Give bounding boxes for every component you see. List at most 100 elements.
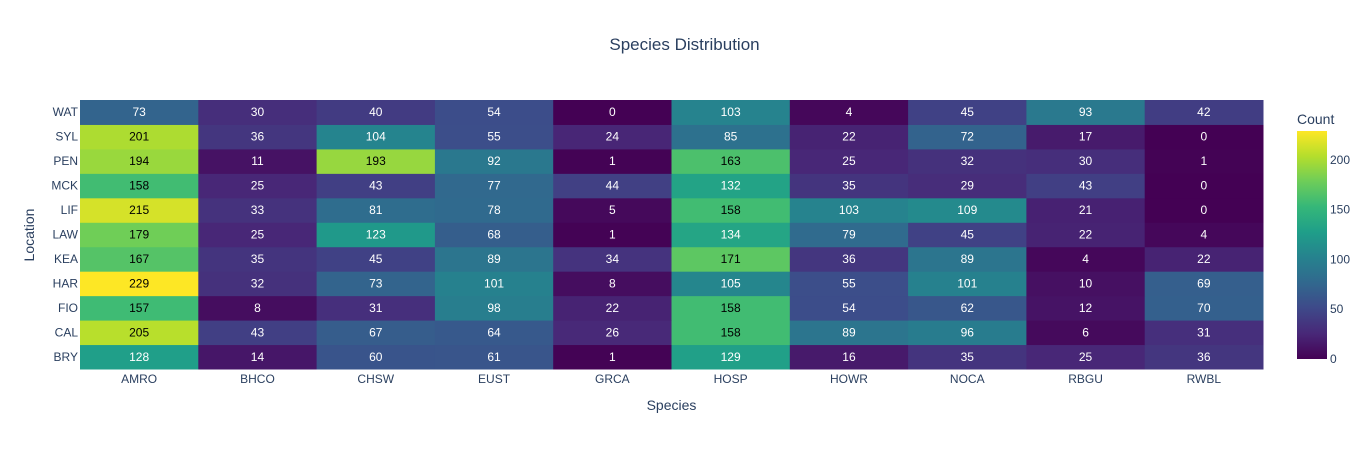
cell-value-label: 179 [129,228,149,242]
colorbar-tick-label: 0 [1330,352,1337,366]
colorbar-tick-label: 150 [1330,203,1350,217]
x-tick-label: RWBL [1187,372,1222,386]
heatmap-cell [80,124,199,150]
cell-value-label: 11 [251,154,264,168]
cell-value-label: 105 [721,276,741,290]
heatmap-cell [908,100,1027,125]
heatmap-cell [908,197,1027,223]
heatmap-cell [553,124,672,150]
cell-value-label: 35 [251,252,265,266]
heatmap-cell [434,295,554,321]
cell-value-label: 70 [1197,301,1211,315]
heatmap-cell [789,295,909,321]
y-tick-label: KEA [54,252,78,266]
cell-value-label: 68 [487,228,501,242]
cell-value-label: 34 [606,252,620,266]
heatmap-cell [671,222,791,248]
cell-value-label: 54 [487,105,501,119]
cell-value-label: 4 [846,105,853,119]
heatmap-cell [671,124,791,150]
heatmap-cell [316,271,436,297]
cell-value-label: 158 [129,179,149,193]
cell-value-label: 215 [129,203,149,217]
heatmap-cell [80,197,199,223]
heatmap-cell [80,100,199,125]
heatmap-cell [1026,295,1146,321]
cell-value-label: 0 [1201,203,1208,217]
cell-value-label: 96 [961,325,975,339]
heatmap-cell [908,124,1027,150]
heatmap-cell [316,246,436,272]
x-tick-label: GRCA [595,372,630,386]
cell-value-label: 89 [961,252,975,266]
heatmap-cell [1144,148,1264,174]
cell-value-label: 93 [1079,105,1093,119]
cell-value-label: 194 [129,154,149,168]
heatmap-cell [80,320,199,346]
heatmap-cell [553,100,672,125]
cell-value-label: 73 [369,276,383,290]
heatmap-cell [1144,222,1264,248]
colorbar-tick-label: 50 [1330,302,1344,316]
heatmap-cell [434,173,554,199]
y-tick-label: FIO [58,301,78,315]
cell-value-label: 134 [721,228,741,242]
heatmap-cell [671,100,791,125]
heatmap-cell [1144,246,1264,272]
x-axis-ticks: AMRO BHCO CHSW EUST GRCA HOSP HOWR NOCA RBGU RWBL [121,372,1221,386]
cell-value-label: 77 [487,179,501,193]
cell-value-label: 89 [487,252,501,266]
cell-value-label: 101 [484,276,504,290]
heatmap-cell [1026,148,1146,174]
cell-value-label: 32 [961,154,975,168]
cell-value-label: 60 [369,350,383,364]
cell-value-label: 30 [251,105,265,119]
cell-value-label: 43 [251,325,265,339]
heatmap-cell [908,295,1027,321]
cell-value-label: 44 [606,179,620,193]
cell-value-label: 4 [1201,228,1208,242]
cell-value-label: 109 [957,203,977,217]
cell-value-label: 193 [366,154,386,168]
cell-value-label: 5 [609,203,616,217]
cell-value-label: 25 [251,179,265,193]
heatmap-cell [80,148,199,174]
cell-value-label: 62 [961,301,975,315]
heatmap-cell [434,222,554,248]
cell-value-label: 123 [366,228,386,242]
cell-value-label: 101 [957,276,977,290]
heatmap-cell [1026,222,1146,248]
cell-value-label: 72 [961,130,975,144]
heatmap-cell [789,246,909,272]
cell-value-label: 43 [1079,179,1093,193]
cell-value-label: 31 [369,301,383,315]
heatmap-cell [198,344,318,370]
cell-value-label: 6 [1082,325,1089,339]
heatmap-cell [198,148,318,174]
heatmap-cell [198,197,318,223]
cell-value-label: 30 [1079,154,1093,168]
heatmap-cell [789,148,909,174]
y-tick-label: WAT [53,105,79,119]
y-tick-label: MCK [51,179,78,193]
cell-value-label: 54 [842,301,856,315]
cell-value-label: 158 [721,203,741,217]
cell-value-label: 85 [724,130,738,144]
cell-value-label: 92 [487,154,501,168]
cell-value-label: 4 [1082,252,1089,266]
heatmap-cell [198,271,318,297]
heatmap-cell [789,320,909,346]
cell-value-label: 98 [487,301,501,315]
cell-value-label: 32 [251,276,265,290]
heatmap-cell [434,100,554,125]
heatmap-cell [908,271,1027,297]
cell-value-label: 1 [609,228,616,242]
heatmap-cell [1144,271,1264,297]
cell-value-label: 45 [961,228,975,242]
y-tick-label: PEN [53,154,78,168]
heatmap-cell [1144,344,1264,370]
heatmap-cell [434,344,554,370]
cell-value-label: 55 [842,276,856,290]
